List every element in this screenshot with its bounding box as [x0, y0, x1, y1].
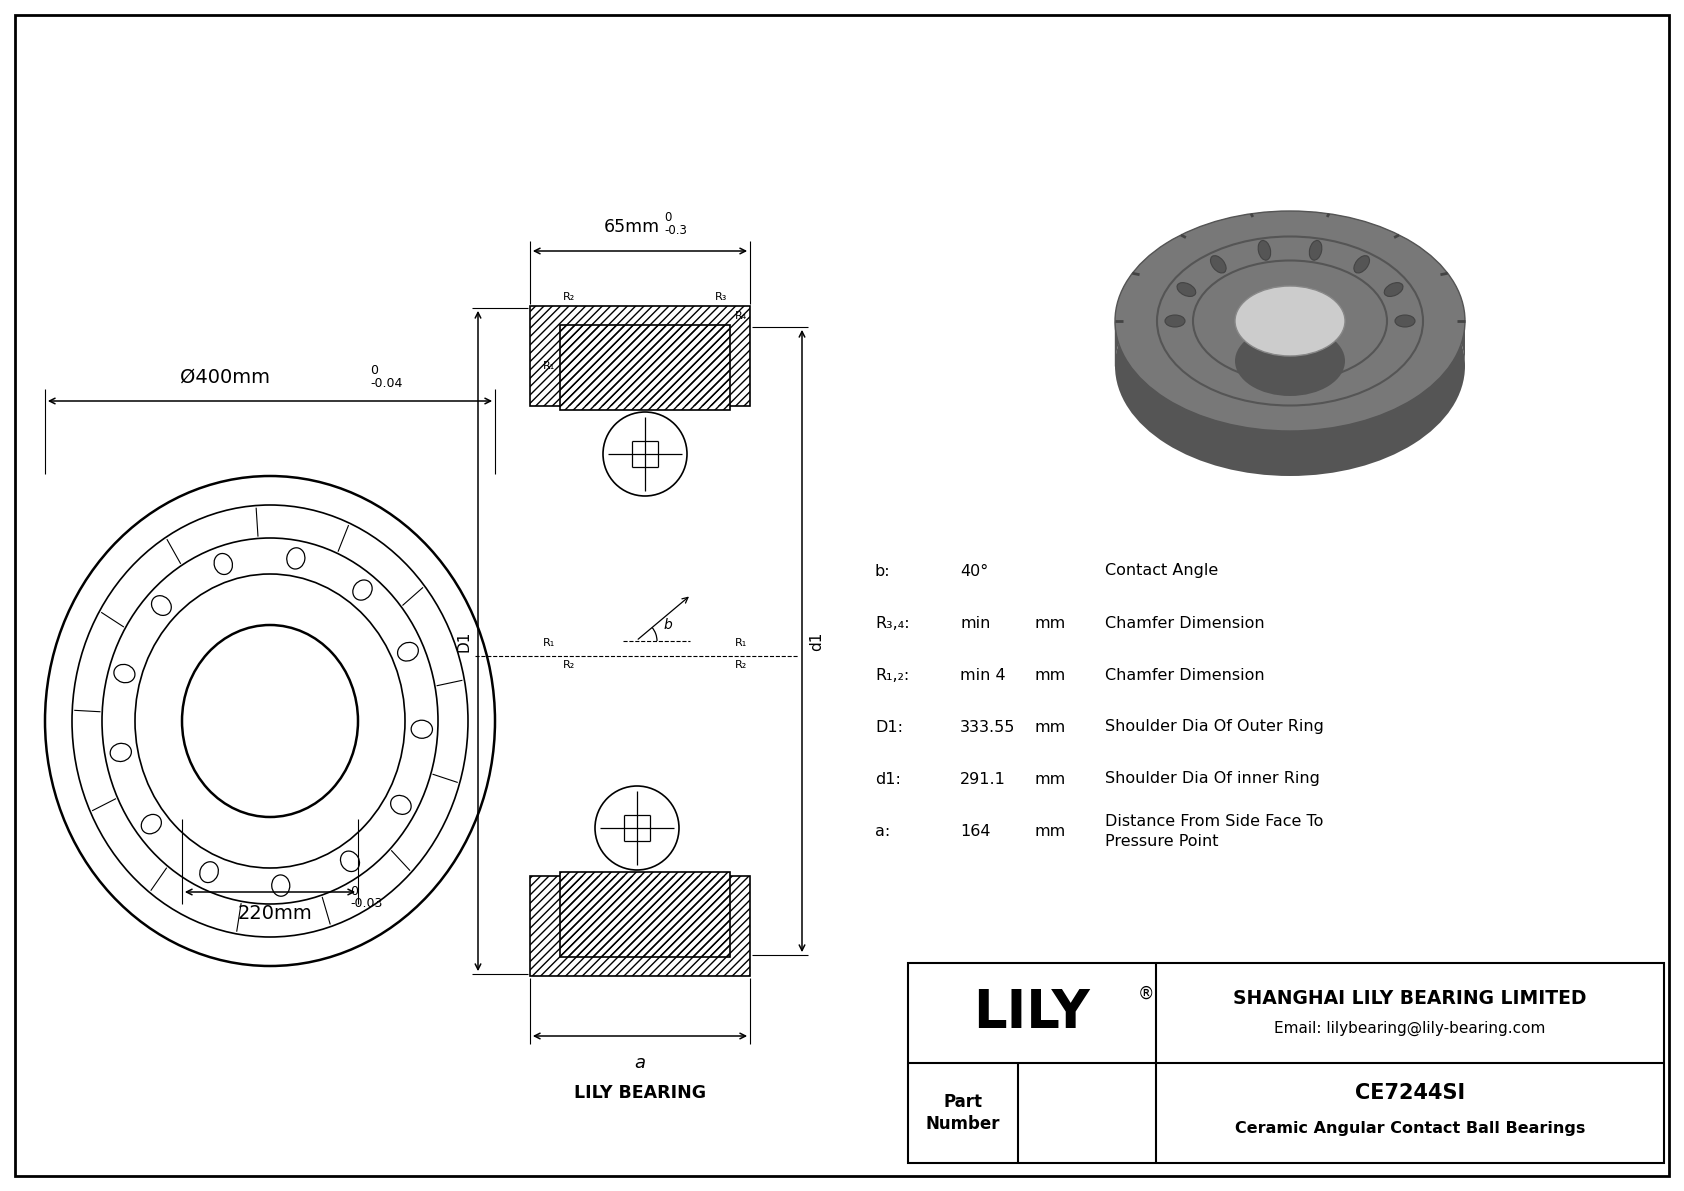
Text: D1:: D1: — [876, 719, 903, 735]
Ellipse shape — [1234, 326, 1346, 395]
Circle shape — [603, 412, 687, 495]
Text: mm: mm — [1036, 616, 1066, 630]
Text: 333.55: 333.55 — [960, 719, 1015, 735]
Bar — [530, 877, 749, 975]
Text: -0.3: -0.3 — [663, 224, 687, 237]
Bar — [561, 325, 729, 410]
Ellipse shape — [1310, 241, 1322, 260]
Text: LILY BEARING: LILY BEARING — [574, 1084, 706, 1102]
Text: a: a — [635, 1054, 645, 1072]
Text: Part
Number: Part Number — [926, 1093, 1000, 1133]
Bar — [530, 877, 749, 975]
Bar — [561, 872, 729, 958]
Bar — [908, 964, 1664, 1162]
Ellipse shape — [1258, 241, 1271, 260]
Text: 220mm: 220mm — [237, 904, 312, 923]
Text: min: min — [960, 616, 990, 630]
Text: Shoulder Dia Of Outer Ring: Shoulder Dia Of Outer Ring — [1105, 719, 1324, 735]
Bar — [530, 306, 749, 406]
Text: 65mm: 65mm — [605, 218, 660, 236]
Text: LILY: LILY — [973, 987, 1090, 1039]
Ellipse shape — [1211, 256, 1226, 273]
Text: mm: mm — [1036, 823, 1066, 838]
Bar — [530, 306, 749, 406]
Text: R₂: R₂ — [562, 292, 576, 303]
Text: R₄: R₄ — [734, 311, 748, 322]
Text: min 4: min 4 — [960, 667, 1005, 682]
Text: R₁: R₁ — [542, 361, 556, 372]
Ellipse shape — [1394, 314, 1415, 328]
Ellipse shape — [1177, 282, 1196, 297]
Text: R₁: R₁ — [734, 638, 748, 648]
Text: Distance From Side Face To: Distance From Side Face To — [1105, 815, 1324, 829]
Text: 291.1: 291.1 — [960, 772, 1005, 786]
Polygon shape — [1115, 211, 1465, 366]
Text: Chamfer Dimension: Chamfer Dimension — [1105, 616, 1265, 630]
Text: d1: d1 — [808, 631, 823, 650]
Text: -0.03: -0.03 — [350, 897, 382, 910]
Text: a:: a: — [876, 823, 891, 838]
Text: 40°: 40° — [960, 563, 989, 579]
Text: 0: 0 — [370, 364, 377, 378]
Text: ®: ® — [1138, 985, 1155, 1003]
Text: R₂: R₂ — [562, 660, 576, 671]
Text: R₂: R₂ — [734, 660, 748, 671]
Text: SHANGHAI LILY BEARING LIMITED: SHANGHAI LILY BEARING LIMITED — [1233, 989, 1586, 1008]
Text: R₃: R₃ — [714, 292, 727, 303]
Ellipse shape — [1115, 211, 1465, 431]
Text: Pressure Point: Pressure Point — [1105, 835, 1219, 849]
Text: -0.04: -0.04 — [370, 378, 402, 389]
Text: d1:: d1: — [876, 772, 901, 786]
Text: R₃,₄:: R₃,₄: — [876, 616, 909, 630]
Ellipse shape — [1384, 282, 1403, 297]
Text: Ceramic Angular Contact Ball Bearings: Ceramic Angular Contact Ball Bearings — [1234, 1121, 1585, 1135]
Text: Chamfer Dimension: Chamfer Dimension — [1105, 667, 1265, 682]
Bar — [561, 325, 729, 410]
Circle shape — [594, 786, 679, 869]
Text: Ø400mm: Ø400mm — [180, 368, 269, 387]
Text: R₁: R₁ — [542, 638, 556, 648]
Text: Shoulder Dia Of inner Ring: Shoulder Dia Of inner Ring — [1105, 772, 1320, 786]
Text: 0: 0 — [663, 211, 672, 224]
Ellipse shape — [1354, 256, 1369, 273]
Text: 164: 164 — [960, 823, 990, 838]
Text: b: b — [663, 618, 672, 632]
Text: mm: mm — [1036, 667, 1066, 682]
Text: CE7244SI: CE7244SI — [1356, 1083, 1465, 1103]
Text: Contact Angle: Contact Angle — [1105, 563, 1218, 579]
Text: R₁,₂:: R₁,₂: — [876, 667, 909, 682]
Text: mm: mm — [1036, 719, 1066, 735]
Ellipse shape — [1234, 286, 1346, 356]
Text: mm: mm — [1036, 772, 1066, 786]
Text: b:: b: — [876, 563, 891, 579]
Text: 0: 0 — [350, 885, 359, 898]
Ellipse shape — [1165, 314, 1186, 328]
Text: D1: D1 — [456, 630, 472, 651]
Ellipse shape — [1115, 256, 1465, 476]
Text: Email: lilybearing@lily-bearing.com: Email: lilybearing@lily-bearing.com — [1275, 1021, 1546, 1036]
Bar — [561, 872, 729, 958]
